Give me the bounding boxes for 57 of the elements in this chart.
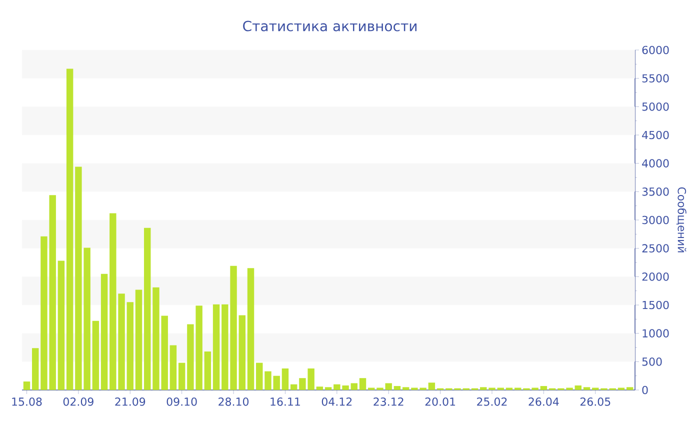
bar — [574, 385, 582, 390]
y-tick-label: 2500 — [642, 244, 669, 252]
y-axis-title: Сообщений — [676, 187, 686, 252]
x-tick-label: 25.02 — [477, 398, 507, 406]
chart-title: Статистика активности — [243, 20, 416, 32]
y-tick-label: 0 — [642, 386, 648, 394]
bar — [178, 362, 186, 390]
x-tick-label: 02.09 — [63, 398, 94, 406]
bar — [100, 274, 108, 390]
y-tick-label: 4000 — [642, 159, 669, 168]
y-tick-label: 1500 — [642, 300, 669, 310]
x-tick-label: 09.10 — [166, 398, 197, 406]
bar — [204, 351, 212, 390]
bar — [23, 382, 30, 390]
bar — [32, 348, 39, 390]
x-tick-label: 20.01 — [425, 398, 456, 406]
y-tick-label: 5000 — [642, 102, 669, 111]
bar — [66, 68, 74, 390]
bar — [170, 345, 177, 390]
bar — [394, 386, 401, 390]
bar — [583, 387, 590, 390]
bar — [480, 387, 487, 390]
bar — [626, 387, 634, 390]
bar — [324, 387, 332, 390]
bar — [256, 362, 263, 390]
bar — [126, 302, 134, 390]
y-tick-label: 6000 — [642, 46, 669, 54]
bar — [247, 268, 254, 390]
bar — [238, 315, 246, 390]
x-tick-label: 26.05 — [580, 398, 610, 406]
bar — [144, 228, 151, 390]
bar — [58, 260, 65, 390]
y-tick-label: 3000 — [642, 216, 669, 224]
y-tick-label: 1000 — [642, 329, 669, 338]
y-tick-label: 500 — [642, 358, 662, 366]
x-tick-label: 21.09 — [115, 398, 146, 406]
bar — [92, 320, 100, 390]
y-tick-label: 4500 — [642, 130, 669, 140]
x-tick-label: 04.12 — [322, 398, 352, 406]
bar — [212, 304, 220, 390]
bar — [428, 382, 436, 390]
y-tick-label: 5500 — [642, 74, 669, 82]
bar — [290, 384, 298, 390]
bar — [540, 386, 548, 390]
bar — [402, 387, 410, 390]
x-tick-label: 23.12 — [374, 398, 404, 406]
bar — [350, 383, 358, 390]
x-tick-label: 28.10 — [218, 398, 249, 406]
y-tick-label: 3500 — [642, 188, 669, 196]
x-tick-label: 16.11 — [270, 398, 300, 406]
bar — [316, 386, 324, 390]
bar — [135, 290, 142, 390]
x-tick-label: 26.04 — [528, 398, 559, 406]
x-tick-label: 15.08 — [12, 398, 42, 406]
bar — [359, 378, 366, 390]
y-tick-label: 2000 — [642, 272, 669, 281]
bar — [282, 368, 289, 390]
